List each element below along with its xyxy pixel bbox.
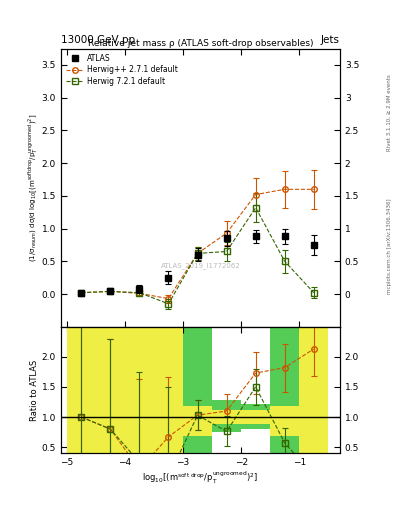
Legend: ATLAS, Herwig++ 2.7.1 default, Herwig 7.2.1 default: ATLAS, Herwig++ 2.7.1 default, Herwig 7.… (65, 52, 179, 87)
Text: Jets: Jets (321, 35, 340, 45)
Y-axis label: Ratio to ATLAS: Ratio to ATLAS (30, 359, 39, 420)
Text: mcplots.cern.ch [arXiv:1306.3436]: mcplots.cern.ch [arXiv:1306.3436] (387, 198, 392, 293)
Title: Relative jet mass ρ (ATLAS soft-drop observables): Relative jet mass ρ (ATLAS soft-drop obs… (88, 39, 313, 48)
Text: ATLAS_2019_I1772062: ATLAS_2019_I1772062 (161, 262, 240, 269)
X-axis label: log$_{10}$[(m$^{\mathrm{soft\ drop}}$/p$_\mathrm{T}^{\mathrm{ungroomed}}$)$^2$]: log$_{10}$[(m$^{\mathrm{soft\ drop}}$/p$… (142, 470, 259, 486)
Text: Rivet 3.1.10, ≥ 2.9M events: Rivet 3.1.10, ≥ 2.9M events (387, 74, 392, 151)
Y-axis label: (1/σ$_{resum}$) dσ/d log$_{10}$[(m$^{\mathrm{soft drop}}$/p$_T^{\mathrm{ungroome: (1/σ$_{resum}$) dσ/d log$_{10}$[(m$^{\ma… (27, 114, 40, 262)
Text: 13000 GeV pp: 13000 GeV pp (61, 35, 135, 45)
